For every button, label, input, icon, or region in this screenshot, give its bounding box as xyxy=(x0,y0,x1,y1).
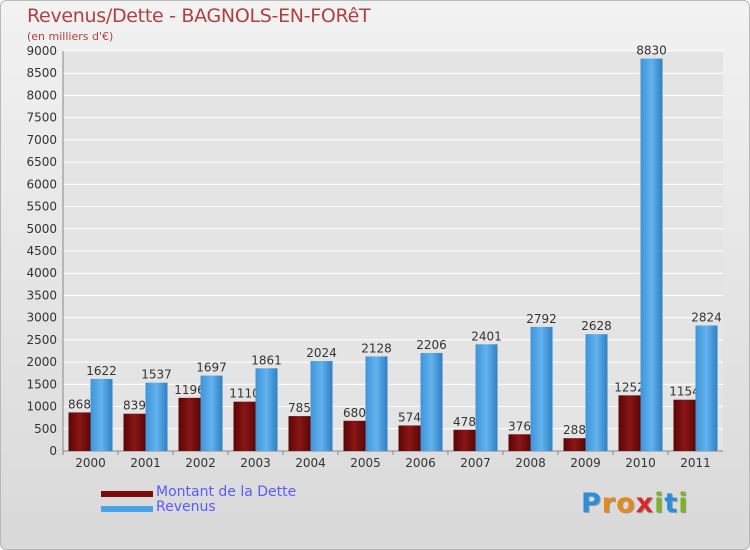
bar-debt xyxy=(398,425,421,451)
y-tick-label: 1500 xyxy=(26,377,57,391)
data-label-debt: 868 xyxy=(68,397,91,411)
data-label-debt: 1252 xyxy=(614,380,645,394)
bar-debt xyxy=(343,420,366,451)
x-tick-label: 2002 xyxy=(185,456,216,470)
y-tick-label: 7500 xyxy=(26,111,57,125)
bar-debt xyxy=(288,416,311,451)
logo-letter: P xyxy=(581,488,602,519)
data-label-revenue: 2401 xyxy=(471,329,502,343)
y-tick-label: 500 xyxy=(34,422,57,436)
y-tick-label: 8000 xyxy=(26,88,57,102)
data-label-revenue: 2792 xyxy=(526,312,557,326)
y-tick-label: 9000 xyxy=(26,44,57,58)
data-label-debt: 839 xyxy=(123,399,146,413)
bar-debt xyxy=(123,413,146,451)
bar-revenue xyxy=(145,382,168,451)
logo-letter: i xyxy=(654,488,665,519)
bar-debt xyxy=(233,401,256,451)
data-label-debt: 574 xyxy=(398,410,421,424)
chart-subtitle: (en milliers d'€) xyxy=(27,30,114,43)
y-tick-label: 2500 xyxy=(26,333,57,347)
y-tick-label: 6500 xyxy=(26,155,57,169)
bar-debt xyxy=(68,412,91,451)
bar-debt xyxy=(618,395,641,451)
data-label-debt: 1196 xyxy=(174,383,205,397)
y-tick-label: 5500 xyxy=(26,200,57,214)
x-tick-label: 2003 xyxy=(240,456,271,470)
logo-letter: o xyxy=(616,488,636,519)
bar-revenue xyxy=(475,344,498,451)
x-tick-label: 2000 xyxy=(75,456,106,470)
data-label-revenue: 2628 xyxy=(581,319,612,333)
logo-letter: t xyxy=(664,488,679,519)
legend-swatch-debt xyxy=(101,491,153,497)
x-tick-label: 2010 xyxy=(625,456,656,470)
y-tick-label: 6000 xyxy=(26,177,57,191)
data-label-debt: 1110 xyxy=(229,387,260,401)
bar-debt xyxy=(178,397,201,451)
proxiti-logo: Proxiti xyxy=(581,488,689,519)
x-tick-label: 2007 xyxy=(460,456,491,470)
y-tick-label: 2000 xyxy=(26,355,57,369)
bar-debt xyxy=(563,438,586,451)
legend-label-revenue: Revenus xyxy=(156,499,216,515)
y-tick-label: 5000 xyxy=(26,222,57,236)
data-label-debt: 785 xyxy=(288,401,311,415)
y-tick-label: 4500 xyxy=(26,244,57,258)
x-tick-label: 2004 xyxy=(295,456,326,470)
data-label-revenue: 2824 xyxy=(691,310,722,324)
y-tick-label: 3500 xyxy=(26,288,57,302)
legend-label-debt: Montant de la Dette xyxy=(156,484,297,500)
bar-debt xyxy=(508,434,531,451)
x-tick-label: 2011 xyxy=(680,456,711,470)
bar-debt xyxy=(453,429,476,451)
logo-letter: x xyxy=(635,488,655,519)
x-tick-label: 2005 xyxy=(350,456,381,470)
data-label-revenue: 1697 xyxy=(196,361,227,375)
bar-revenue xyxy=(640,58,663,452)
y-tick-label: 0 xyxy=(49,444,57,458)
y-tick-label: 3000 xyxy=(26,311,57,325)
logo-letter: i xyxy=(678,488,689,519)
x-tick-label: 2006 xyxy=(405,456,436,470)
bar-revenue xyxy=(530,326,553,451)
data-label-debt: 288 xyxy=(563,423,586,437)
x-tick-label: 2008 xyxy=(515,456,546,470)
data-label-debt: 1154 xyxy=(669,385,700,399)
data-label-revenue: 1622 xyxy=(86,364,117,378)
y-tick-label: 1000 xyxy=(26,400,57,414)
data-label-debt: 478 xyxy=(453,415,476,429)
data-label-debt: 680 xyxy=(343,406,366,420)
legend-swatch-revenue xyxy=(101,506,153,512)
bar-revenue xyxy=(695,325,718,451)
bar-revenue xyxy=(200,375,223,451)
bar-revenue xyxy=(90,378,113,451)
logo-letter: r xyxy=(601,488,617,519)
bar-debt xyxy=(673,399,696,451)
bar-revenue xyxy=(585,334,608,451)
y-tick-label: 4000 xyxy=(26,266,57,280)
data-label-debt: 376 xyxy=(508,419,531,433)
data-label-revenue: 1537 xyxy=(141,368,172,382)
bar-revenue xyxy=(310,361,333,451)
x-tick-label: 2001 xyxy=(130,456,161,470)
data-label-revenue: 2206 xyxy=(416,338,447,352)
bar-revenue xyxy=(255,368,278,451)
y-tick-label: 7000 xyxy=(26,133,57,147)
x-tick-label: 2009 xyxy=(570,456,601,470)
data-label-revenue: 2128 xyxy=(361,341,392,355)
data-label-revenue: 8830 xyxy=(636,44,667,58)
y-tick-label: 8500 xyxy=(26,66,57,80)
bar-revenue xyxy=(420,352,443,451)
bar-revenue xyxy=(365,356,388,451)
data-label-revenue: 2024 xyxy=(306,346,337,360)
data-label-revenue: 1861 xyxy=(251,353,282,367)
chart-title: Revenus/Dette - BAGNOLS-EN-FORêT xyxy=(27,5,371,27)
